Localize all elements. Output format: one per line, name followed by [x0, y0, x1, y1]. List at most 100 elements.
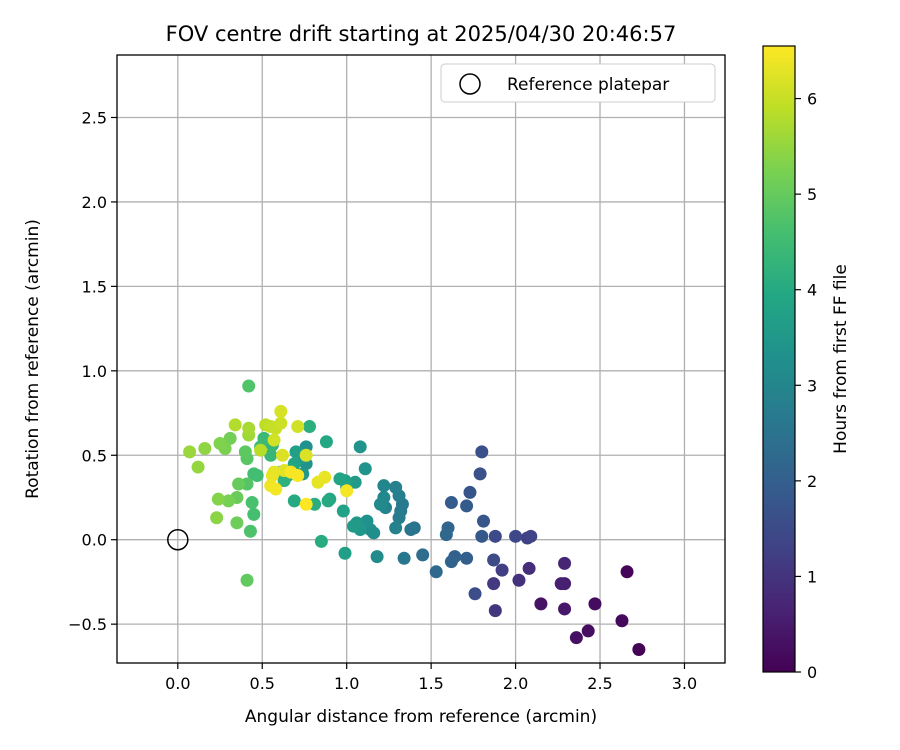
data-point	[460, 551, 474, 565]
data-point	[289, 445, 303, 459]
y-tick-label: 2.0	[82, 193, 107, 212]
data-point	[615, 614, 629, 628]
data-point	[475, 445, 489, 459]
reference-platepar-marker	[167, 528, 189, 551]
data-point	[232, 477, 246, 491]
data-point	[534, 597, 548, 611]
data-point	[509, 529, 523, 543]
data-point	[488, 529, 502, 543]
data-point	[389, 521, 403, 535]
colorbar-tick-label: 2	[807, 472, 817, 491]
data-point	[338, 546, 352, 560]
data-point	[558, 602, 572, 616]
data-point	[240, 573, 254, 587]
data-point	[198, 442, 212, 456]
data-point	[213, 436, 227, 450]
colorbar-tick-label: 3	[807, 376, 817, 395]
data-point	[397, 551, 411, 565]
x-tick-label: 1.0	[334, 674, 359, 693]
data-point	[444, 555, 458, 569]
x-tick-label: 2.0	[503, 674, 528, 693]
data-point	[223, 431, 237, 445]
data-point	[314, 534, 328, 548]
data-point	[377, 479, 391, 493]
data-point	[460, 499, 474, 513]
y-axis-label: Rotation from reference (arcmin)	[23, 219, 43, 499]
data-point	[287, 494, 301, 508]
data-point	[254, 443, 268, 457]
data-point	[554, 577, 568, 591]
data-point	[228, 418, 242, 432]
data-point	[191, 460, 205, 474]
data-point	[299, 448, 313, 462]
data-point	[475, 529, 489, 543]
data-point	[242, 379, 256, 393]
x-axis-ticks: 0.0 0.5 1.0 1.5 2.0 2.5 3.0	[165, 663, 697, 693]
data-point	[416, 548, 430, 562]
y-tick-label: 1.0	[82, 362, 107, 381]
y-tick-label: 1.5	[82, 277, 107, 296]
data-point	[439, 528, 453, 542]
data-point	[632, 642, 646, 656]
colorbar-tick-label: 5	[807, 185, 817, 204]
y-tick-label: 0.0	[82, 531, 107, 550]
plot-frame	[116, 54, 726, 664]
data-point	[333, 472, 347, 486]
x-tick-label: 1.5	[418, 674, 443, 693]
colorbar-tick-label: 1	[807, 567, 817, 586]
data-point	[183, 445, 197, 459]
colorbar-tick-label: 4	[807, 281, 817, 300]
data-point	[247, 507, 261, 521]
data-point	[512, 573, 526, 587]
data-point	[569, 631, 583, 645]
y-tick-label: 2.5	[82, 108, 107, 127]
data-point	[522, 561, 536, 575]
colorbar-tick-label: 0	[807, 663, 817, 682]
data-point	[473, 467, 487, 481]
legend: Reference platepar	[440, 63, 716, 103]
y-axis-ticks: −0.5 0.0 0.5 1.0 1.5 2.0 2.5	[68, 108, 117, 634]
data-point	[581, 624, 595, 638]
data-point	[274, 416, 288, 430]
x-tick-label: 0.5	[250, 674, 275, 693]
data-point	[221, 494, 235, 508]
data-point	[242, 421, 256, 435]
legend-marker-icon	[459, 73, 481, 95]
colorbar-ticks: 0 1 2 3 4 5 6	[795, 90, 817, 682]
data-point	[247, 467, 261, 481]
data-point	[468, 587, 482, 601]
data-point	[321, 494, 335, 508]
data-point	[487, 553, 501, 567]
data-point	[267, 433, 281, 447]
chart-title: FOV centre drift starting at 2025/04/30 …	[166, 22, 677, 46]
data-point	[358, 462, 372, 476]
data-point	[291, 420, 305, 434]
data-point	[303, 420, 317, 434]
data-point	[463, 485, 477, 499]
data-point	[476, 514, 490, 528]
data-point	[495, 563, 509, 577]
data-point	[211, 492, 225, 506]
legend-box	[440, 63, 716, 103]
data-point	[318, 470, 332, 484]
data-point	[588, 597, 602, 611]
data-point	[370, 550, 384, 564]
data-point	[429, 565, 443, 579]
data-point	[444, 496, 458, 510]
data-point	[245, 496, 259, 510]
data-point	[264, 448, 278, 462]
data-point	[336, 504, 350, 518]
data-point	[389, 480, 403, 494]
data-point	[276, 448, 290, 462]
colorbar: 0 1 2 3 4 5 6 Hours from first FF file	[762, 45, 851, 682]
data-point	[373, 497, 387, 511]
reference-marker-group	[167, 528, 189, 551]
x-axis-label: Angular distance from reference (arcmin)	[245, 707, 597, 727]
y-tick-label: 0.5	[82, 446, 107, 465]
grid-lines	[117, 55, 725, 663]
colorbar-label: Hours from first FF file	[831, 264, 851, 454]
data-point	[274, 404, 288, 418]
data-point	[265, 469, 279, 483]
data-point	[558, 556, 572, 570]
